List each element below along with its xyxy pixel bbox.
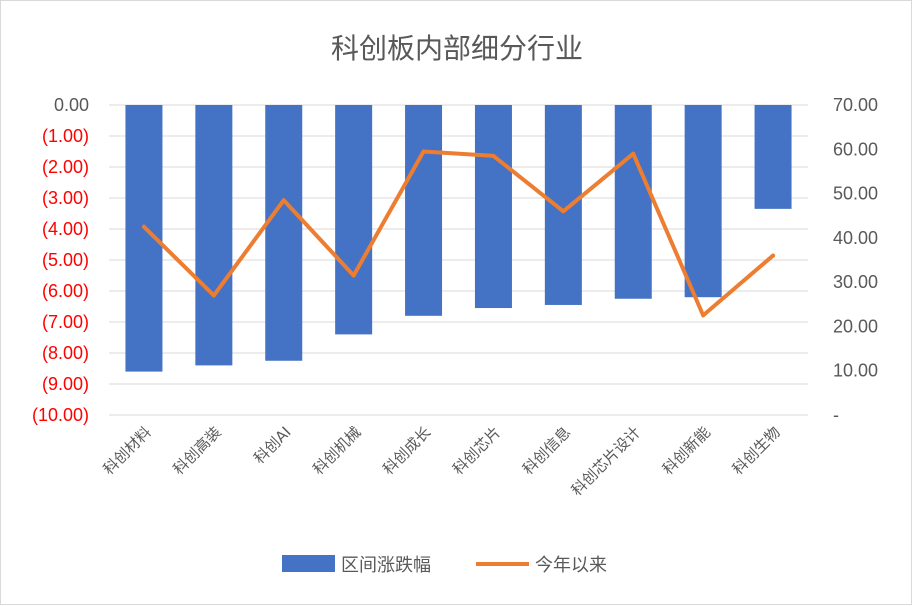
- legend: 区间涨跌幅 今年以来: [282, 555, 607, 576]
- y-left-tick-label: (3.00): [42, 188, 89, 208]
- line-point: [771, 253, 776, 258]
- y-left-tick-label: (1.00): [42, 126, 89, 146]
- y-right-tick-label: 50.00: [833, 184, 878, 204]
- line-point: [491, 153, 496, 158]
- x-tick-label: 科创芯片设计: [568, 423, 644, 499]
- y-left-tick-label: (9.00): [42, 374, 89, 394]
- bar: [544, 105, 582, 305]
- y-right-tick-label: 40.00: [833, 228, 878, 248]
- line-point: [631, 151, 636, 156]
- line-point: [211, 293, 216, 298]
- x-tick-label: 科创芯片: [449, 423, 504, 478]
- bar: [684, 105, 722, 298]
- bar: [405, 105, 443, 316]
- x-tick-label: 科创新能: [659, 423, 714, 478]
- x-tick-label: 科创生物: [729, 423, 784, 478]
- y-left-tick-label: (4.00): [42, 219, 89, 239]
- line-path: [141, 149, 776, 318]
- legend-label-line: 今年以来: [535, 555, 607, 576]
- left-axis: 0.00 (1.00) (2.00) (3.00) (4.00) (5.00) (6.00)…: [32, 95, 89, 425]
- bar: [195, 105, 233, 366]
- line-point: [561, 209, 566, 214]
- y-left-tick-label: (7.00): [42, 312, 89, 332]
- y-right-tick-label: -: [833, 405, 839, 425]
- y-right-tick-label: 30.00: [833, 272, 878, 292]
- x-tick-label: 科创机械: [309, 423, 364, 478]
- right-axis: 70.00 60.00 50.00 40.00 30.00 20.00 10.00 -: [833, 95, 878, 425]
- y-left-tick-label: 0.00: [54, 95, 89, 115]
- bar: [754, 105, 792, 209]
- line-point: [351, 273, 356, 278]
- bar: [265, 105, 303, 361]
- x-tick-label: 科创高装: [170, 423, 225, 478]
- y-left-tick-label: (5.00): [42, 250, 89, 270]
- bar: [614, 105, 652, 299]
- y-left-tick-label: (8.00): [42, 343, 89, 363]
- y-right-tick-label: 60.00: [833, 139, 878, 159]
- line-point: [701, 313, 706, 318]
- y-left-tick-label: (10.00): [32, 405, 89, 425]
- x-tick-label: 科创材料: [100, 423, 155, 478]
- y-left-tick-label: (6.00): [42, 281, 89, 301]
- x-tick-label: 科创AI: [250, 423, 294, 467]
- y-left-tick-label: (2.00): [42, 157, 89, 177]
- y-right-tick-label: 20.00: [833, 316, 878, 336]
- y-right-tick-label: 70.00: [833, 95, 878, 115]
- chart-title: 科创板内部细分行业: [331, 32, 583, 65]
- x-tick-label: 科创成长: [379, 423, 434, 478]
- y-right-tick-label: 10.00: [833, 361, 878, 381]
- line-point: [141, 224, 146, 229]
- legend-swatch-bar: [282, 555, 335, 572]
- bar: [335, 105, 373, 335]
- legend-label-bar: 区间涨跌幅: [341, 555, 431, 576]
- x-tick-label: 科创信息: [519, 423, 574, 478]
- line-point: [281, 198, 286, 203]
- bar: [474, 105, 512, 309]
- line-point: [421, 149, 426, 154]
- bar-series: [125, 105, 792, 372]
- line-series: [141, 149, 776, 318]
